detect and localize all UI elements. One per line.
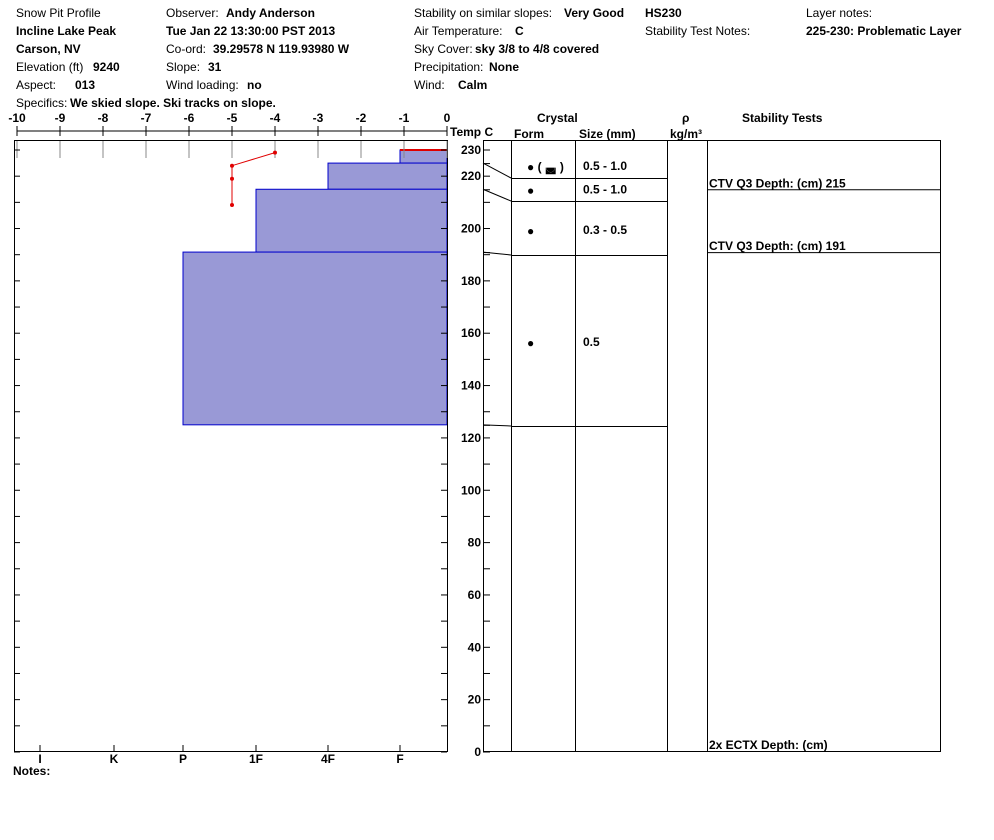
depth-tick-label: 180 <box>461 274 481 288</box>
crystal-form: ● <box>527 224 534 238</box>
temp-tick-label: -5 <box>227 111 238 125</box>
temperature-line <box>231 152 276 205</box>
size-header: Size (mm) <box>579 127 636 141</box>
crystal-form: ● <box>527 336 534 350</box>
plot-frame <box>14 140 448 752</box>
hardness-layer <box>399 149 448 164</box>
hardness-layer <box>327 162 448 190</box>
air-temp: C <box>515 24 524 38</box>
layer-notes: 225-230: Problematic Layer <box>806 24 962 38</box>
wind-loading: no <box>247 78 262 92</box>
elevation-label: Elevation (ft) <box>16 60 84 74</box>
slope: 31 <box>208 60 222 74</box>
temperature-point <box>230 202 234 207</box>
depth-tick-label: 100 <box>461 483 481 497</box>
stability-label: Stability on similar slopes: <box>414 6 553 20</box>
temperature-point <box>273 150 277 155</box>
temp-tick-label: 0 <box>444 111 451 125</box>
elevation: 9240 <box>93 60 120 74</box>
crystal-size: 0.5 <box>583 335 600 349</box>
specifics: We skied slope. Ski tracks on slope. <box>70 96 276 110</box>
region: Carson, NV <box>16 42 81 56</box>
rho-header: ρ <box>682 111 690 125</box>
sky: sky 3/8 to 4/8 covered <box>475 42 600 56</box>
crystal-size: 0.3 - 0.5 <box>583 223 627 237</box>
crystal-form: ● <box>527 184 534 198</box>
stability-test: 2x ECTX Depth: (cm) <box>709 738 828 752</box>
temp-tick-label: -3 <box>313 111 324 125</box>
form-header: Form <box>514 127 544 141</box>
temperature-point <box>230 163 234 168</box>
depth-tick-label: 20 <box>468 693 482 707</box>
temp-tick-label: -6 <box>184 111 195 125</box>
depth-tick-label: 160 <box>461 326 481 340</box>
temp-tick-label: -4 <box>270 111 281 125</box>
hardness-layer <box>182 251 448 426</box>
coord-label: Co-ord: <box>166 42 207 56</box>
wind-loading-label: Wind loading: <box>166 78 239 92</box>
wind: Calm <box>458 78 488 92</box>
depth-tick-label: 80 <box>468 536 482 550</box>
stability-tests-header: Stability Tests <box>742 111 823 125</box>
depth-tick-label: 120 <box>461 431 481 445</box>
hardness-tick-label: I <box>38 752 41 766</box>
depth-tick-label: 0 <box>474 745 481 759</box>
crystal-size: 0.5 - 1.0 <box>583 183 627 197</box>
depth-tick-label: 140 <box>461 379 481 393</box>
crystal-header: Crystal <box>537 111 578 125</box>
temp-tick-label: -1 <box>399 111 410 125</box>
precip-label: Precipitation: <box>414 60 484 74</box>
observer-label: Observer: <box>166 6 219 20</box>
stability-test: CTV Q3 Depth: (cm) 215 <box>709 176 846 190</box>
specifics-label: Specifics: <box>16 96 68 110</box>
layer-connector <box>482 188 512 202</box>
temp-tick-label: -8 <box>98 111 109 125</box>
crystal-form: ● ( ◛ ) <box>527 160 564 175</box>
hardness-tick-label: 4F <box>321 752 335 766</box>
rho-unit: kg/m³ <box>670 127 703 141</box>
depth-tick-label: 40 <box>468 640 482 654</box>
stability-notes-label: Stability Test Notes: <box>645 24 751 38</box>
depth-tick-label: 60 <box>468 588 482 602</box>
temp-tick-label: -7 <box>141 111 152 125</box>
hardness-tick-label: 1F <box>249 752 263 766</box>
temperature-point <box>230 176 234 181</box>
hs: HS230 <box>645 6 682 20</box>
notes-label: Notes: <box>13 764 51 778</box>
precip: None <box>489 60 519 74</box>
aspect-label: Aspect: <box>16 78 57 92</box>
wind-label: Wind: <box>414 78 445 92</box>
hardness-tick-label: K <box>110 752 119 766</box>
layer-notes-label: Layer notes: <box>806 6 873 20</box>
hardness-tick-label: P <box>179 752 187 766</box>
observer: Andy Anderson <box>226 6 315 20</box>
depth-tick-label: 230 <box>461 143 481 157</box>
coord: 39.29578 N 119.93980 W <box>213 42 350 56</box>
slope-label: Slope: <box>166 60 201 74</box>
temp-tick-label: -2 <box>356 111 367 125</box>
sky-label: Sky Cover: <box>414 42 473 56</box>
hardness-layer <box>255 188 448 253</box>
stability: Very Good <box>564 6 625 20</box>
depth-tick-label: 200 <box>461 222 481 236</box>
aspect: 013 <box>75 78 96 92</box>
temp-axis-title: Temp C <box>450 125 494 139</box>
hardness-tick-label: F <box>396 752 403 766</box>
layer-table-frame <box>483 140 941 752</box>
temp-tick-label: -9 <box>55 111 66 125</box>
depth-tick-label: 220 <box>461 169 481 183</box>
air-temp-label: Air Temperature: <box>414 24 503 38</box>
layer-connector <box>482 162 512 179</box>
stability-test: CTV Q3 Depth: (cm) 191 <box>709 239 846 253</box>
title: Snow Pit Profile <box>16 6 101 20</box>
location: Incline Lake Peak <box>16 24 117 38</box>
datetime: Tue Jan 22 13:30:00 PST 2013 <box>166 24 336 38</box>
temp-tick-label: -10 <box>8 111 26 125</box>
crystal-size: 0.5 - 1.0 <box>583 159 627 173</box>
